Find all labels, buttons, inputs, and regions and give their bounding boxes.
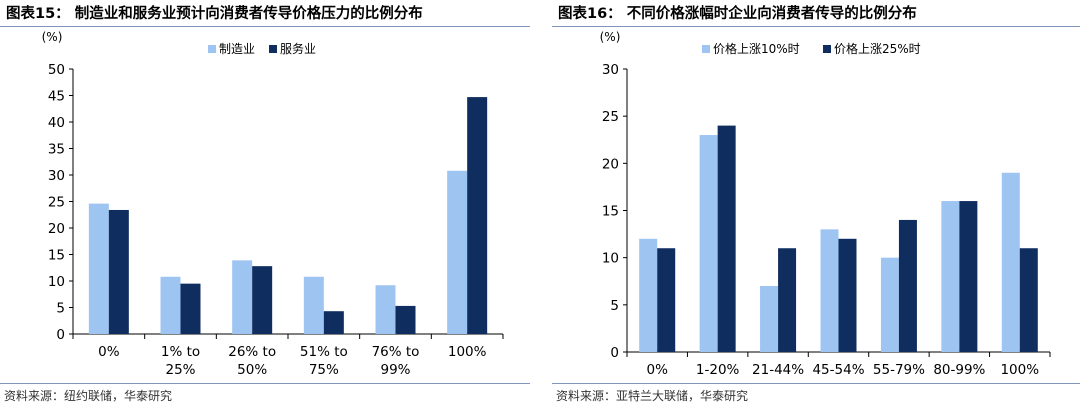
bar — [717, 125, 736, 352]
y-tick-label: 15 — [602, 204, 619, 220]
bar — [395, 305, 416, 334]
x-tick-label-line: 25% — [165, 362, 195, 378]
x-tick-label-line: 51% to — [300, 344, 348, 360]
y-tick-label: 5 — [56, 301, 65, 317]
x-tick-label: 100% — [448, 344, 487, 360]
x-tick-label: 21-44% — [752, 362, 804, 378]
y-tick-label: 25 — [48, 195, 65, 211]
bar — [252, 266, 273, 334]
bar — [467, 97, 488, 334]
y-tick-label: 15 — [48, 248, 65, 264]
bar — [959, 201, 978, 352]
x-tick-label-line: 26% to — [228, 344, 276, 360]
y-tick-label: 45 — [48, 89, 65, 105]
x-tick-label: 0% — [647, 362, 669, 378]
y-tick-label: 30 — [602, 62, 619, 78]
x-tick-label-line: 0% — [647, 362, 669, 378]
chart-title: 图表16： 不同价格涨幅时企业向消费者传导的比例分布 — [558, 6, 917, 22]
x-tick-label-line: 100% — [1000, 362, 1039, 378]
x-tick-label-line: 75% — [309, 362, 339, 378]
bar-chart-15: (%) 制造业 服务业 0 5 10 15 20 25 30 35 40 45 50 0% 1% to 25% 2… — [42, 30, 504, 378]
x-tick-label: 45-54% — [812, 362, 864, 378]
y-tick-label: 40 — [48, 115, 65, 131]
x-tick-label: 0% — [98, 344, 120, 360]
legend-swatch — [823, 45, 831, 53]
legend-label: 价格上涨10%时 — [713, 41, 800, 56]
legend-swatch — [269, 45, 277, 53]
y-unit-label: (%) — [600, 30, 621, 44]
x-tick-label-line: 99% — [380, 362, 410, 378]
bar — [108, 209, 129, 334]
x-tick-label: 76% to 99% — [372, 344, 420, 378]
bar — [941, 201, 960, 352]
source-divider — [552, 383, 1080, 384]
bar — [160, 276, 181, 334]
y-tick-label: 10 — [602, 251, 619, 267]
bar — [657, 248, 676, 352]
x-tick-label-line: 100% — [448, 344, 487, 360]
bar — [232, 260, 253, 334]
y-tick-label: 0 — [56, 327, 65, 343]
y-tick-label: 25 — [602, 109, 619, 125]
x-tick-label: 80-99% — [933, 362, 985, 378]
bar — [1001, 172, 1020, 352]
x-tick-label-line: 50% — [237, 362, 267, 378]
source-divider — [0, 383, 530, 384]
legend-swatch — [702, 45, 710, 53]
chart-title: 图表15： 制造业和服务业预计向消费者传导价格压力的比例分布 — [6, 6, 423, 22]
title-divider — [0, 26, 530, 27]
x-tick-label-line: 21-44% — [752, 362, 804, 378]
source-note: 资料来源：纽约联储，华泰研究 — [4, 389, 173, 403]
y-unit-label: (%) — [42, 30, 63, 44]
x-tick-label-line: 1-20% — [696, 362, 740, 378]
y-tick-label: 30 — [48, 168, 65, 184]
x-tick-label-line: 76% to — [372, 344, 420, 360]
bar — [323, 311, 344, 334]
bar — [898, 219, 917, 352]
y-tick-label: 50 — [48, 62, 65, 78]
bar — [778, 248, 797, 352]
legend-label: 价格上涨25%时 — [834, 41, 921, 56]
x-tick-label: 55-79% — [873, 362, 925, 378]
legend-swatch — [208, 45, 216, 53]
bar — [838, 238, 857, 352]
title-divider — [552, 26, 1080, 27]
x-tick-label-line: 0% — [98, 344, 120, 360]
bar — [639, 238, 658, 352]
bar — [820, 229, 839, 352]
bar — [699, 135, 718, 352]
x-tick-label: 26% to 50% — [228, 344, 276, 378]
legend-label: 服务业 — [280, 41, 316, 56]
bar — [88, 203, 109, 334]
y-tick-label: 5 — [610, 298, 619, 314]
bar — [180, 283, 201, 334]
chart-panel-15: 图表15： 制造业和服务业预计向消费者传导价格压力的比例分布 (%) 制造业 服务业… — [0, 0, 530, 406]
x-tick-label-line: 55-79% — [873, 362, 925, 378]
x-tick-label: 100% — [1000, 362, 1039, 378]
y-tick-label: 35 — [48, 142, 65, 158]
x-tick-label: 1% to 25% — [161, 344, 200, 378]
x-tick-label: 51% to 75% — [300, 344, 348, 378]
x-tick-label: 1-20% — [696, 362, 740, 378]
bar — [1019, 248, 1038, 352]
bar — [880, 257, 899, 352]
x-tick-label-line: 45-54% — [812, 362, 864, 378]
legend-label: 制造业 — [219, 42, 255, 56]
bar-chart-16: (%) 价格上涨10%时 价格上涨25%时 0 5 10 15 20 25 30 0% 1-20% 21… — [600, 30, 1051, 378]
bar — [447, 170, 468, 334]
bar — [375, 285, 396, 334]
x-tick-label-line: 1% to — [161, 344, 200, 360]
y-tick-label: 10 — [48, 274, 65, 290]
y-tick-label: 20 — [48, 221, 65, 237]
x-tick-label-line: 80-99% — [933, 362, 985, 378]
y-tick-label: 0 — [610, 345, 619, 361]
bar — [303, 276, 324, 334]
source-note: 资料来源：亚特兰大联储，华泰研究 — [556, 389, 749, 403]
chart-panel-16: 图表16： 不同价格涨幅时企业向消费者传导的比例分布 (%) 价格上涨10%时 价格… — [552, 0, 1080, 406]
bar — [760, 285, 779, 352]
y-tick-label: 20 — [602, 156, 619, 172]
